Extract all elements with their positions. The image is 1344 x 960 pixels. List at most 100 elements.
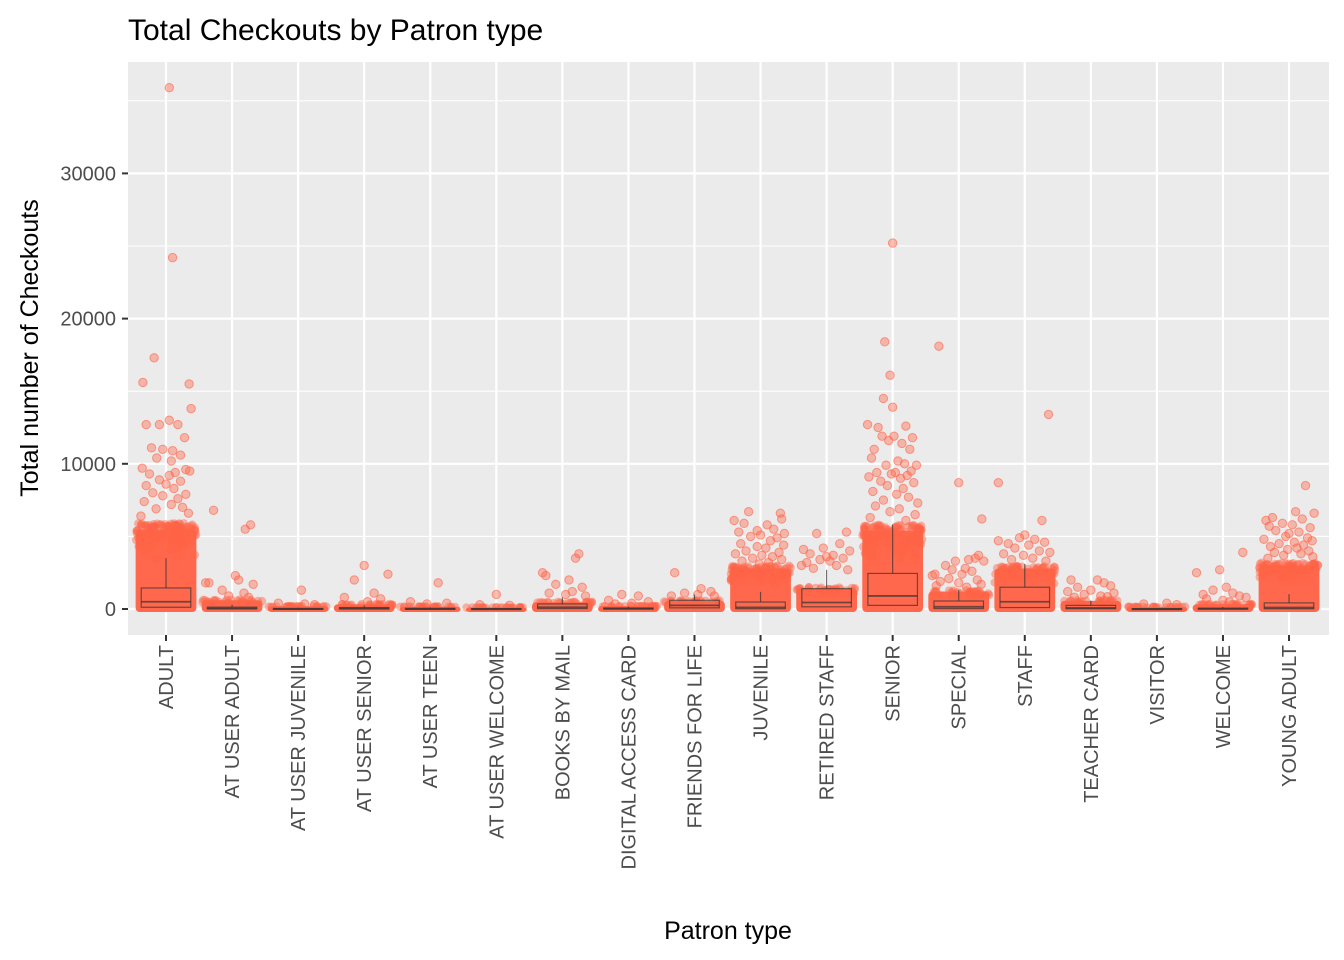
data-point	[763, 557, 774, 568]
data-point	[170, 527, 179, 536]
boxplot-special	[933, 590, 985, 610]
data-point	[733, 563, 742, 573]
data-point	[160, 525, 169, 535]
data-point	[1255, 563, 1264, 572]
data-point	[405, 597, 416, 607]
data-point	[914, 536, 924, 546]
data-point	[179, 540, 189, 550]
data-point	[816, 588, 826, 597]
data-point	[1045, 567, 1054, 576]
y-tick-label: 10000	[60, 454, 116, 476]
data-point	[1271, 564, 1280, 574]
data-point	[1045, 547, 1055, 558]
data-point	[860, 526, 869, 535]
data-point	[976, 579, 986, 590]
data-point	[885, 527, 894, 537]
data-point	[1292, 576, 1301, 585]
data-point	[875, 522, 885, 531]
data-point	[1113, 596, 1122, 605]
data-point	[1310, 560, 1319, 569]
data-point	[769, 524, 779, 534]
data-point	[743, 507, 754, 517]
data-point	[179, 432, 190, 443]
point-cloud-juvenile	[726, 561, 795, 612]
boxplot-at-user-juvenile	[272, 607, 324, 611]
data-point	[570, 553, 581, 563]
data-point	[940, 560, 951, 571]
data-point	[162, 522, 172, 532]
data-point	[388, 601, 397, 610]
data-point	[1296, 564, 1305, 573]
data-point	[1124, 602, 1134, 611]
data-point	[1284, 559, 1293, 568]
data-point	[1212, 600, 1221, 610]
data-point	[146, 523, 156, 533]
data-point	[742, 566, 752, 576]
data-point	[884, 529, 893, 539]
data-point	[180, 525, 189, 535]
data-point	[1028, 553, 1038, 563]
data-point	[777, 567, 787, 576]
data-point	[245, 595, 254, 605]
data-point	[587, 597, 597, 606]
data-point	[475, 599, 485, 610]
data-point	[905, 542, 914, 551]
data-point	[779, 528, 790, 539]
data-point	[916, 521, 926, 531]
data-point	[896, 556, 905, 565]
data-point	[565, 598, 575, 608]
data-point	[866, 553, 876, 563]
data-point	[1007, 562, 1017, 572]
data-point	[696, 597, 705, 606]
data-point	[949, 589, 958, 599]
data-point	[865, 541, 874, 550]
data-point	[1023, 568, 1032, 578]
data-point	[785, 568, 794, 577]
data-point	[898, 545, 908, 555]
data-point	[1050, 563, 1060, 572]
data-point	[1259, 564, 1268, 573]
data-point	[1277, 558, 1286, 568]
data-point	[869, 539, 878, 548]
data-point	[895, 473, 906, 484]
data-point	[927, 570, 937, 581]
data-point	[835, 538, 845, 549]
data-point	[191, 530, 201, 540]
data-point	[146, 529, 156, 539]
data-point	[867, 523, 877, 532]
data-point	[998, 549, 1009, 559]
data-point	[872, 523, 882, 533]
data-point	[150, 523, 159, 532]
data-point	[1047, 575, 1056, 584]
boxplot-box	[1263, 602, 1315, 610]
data-point	[627, 598, 637, 608]
data-point	[134, 533, 143, 542]
data-point	[753, 570, 763, 579]
data-point	[1290, 507, 1301, 517]
data-point	[1284, 567, 1294, 576]
data-point	[248, 598, 258, 607]
data-point	[979, 556, 989, 566]
data-point	[767, 578, 777, 587]
data-point	[1018, 550, 1029, 560]
data-point	[1287, 559, 1296, 569]
data-point	[750, 569, 760, 578]
data-point	[893, 525, 903, 534]
data-point	[953, 594, 963, 603]
data-point	[1276, 575, 1286, 584]
data-point	[167, 529, 176, 538]
data-point	[778, 540, 789, 550]
data-point	[1003, 563, 1013, 572]
data-point	[832, 585, 842, 595]
data-point	[794, 584, 804, 593]
data-point	[882, 541, 892, 550]
data-point	[947, 565, 957, 575]
data-point	[767, 576, 776, 585]
data-point	[1247, 599, 1256, 609]
data-point	[1270, 559, 1280, 569]
data-point	[1012, 562, 1022, 571]
data-point	[971, 586, 980, 596]
data-point	[177, 539, 187, 548]
boxplot-welcome	[1197, 606, 1249, 610]
data-point	[975, 589, 985, 598]
